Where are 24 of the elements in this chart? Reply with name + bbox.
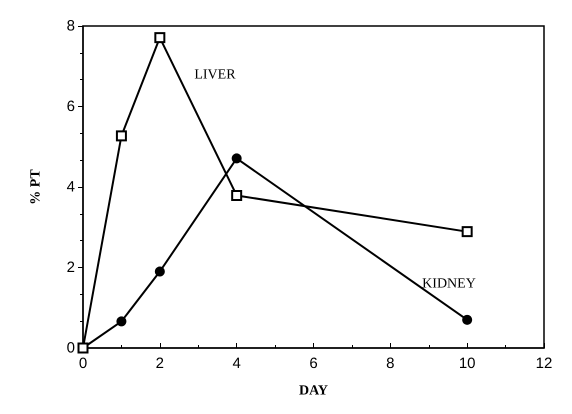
x-axis-title: DAY	[298, 384, 328, 398]
x-tick-label: 6	[309, 355, 318, 372]
point	[462, 314, 472, 325]
x-tick-label: 4	[232, 355, 241, 372]
y-tick-label: 0	[66, 340, 75, 356]
point	[462, 226, 473, 238]
y-tick-label: 6	[66, 98, 75, 115]
y-tick-label: 4	[66, 178, 75, 196]
series-label: LIVER	[194, 68, 236, 83]
x-tick-label: 10	[458, 355, 476, 372]
x-tick-label: 0	[78, 355, 88, 372]
y-tick-label: 8	[66, 18, 75, 34]
y-axis-title: % PT	[28, 168, 44, 205]
x-tick-label: 2	[156, 355, 164, 372]
point	[116, 316, 126, 326]
point	[154, 266, 165, 277]
x-tick-label: 8	[386, 355, 395, 372]
series-label: KIDNEY	[422, 276, 476, 292]
point	[154, 32, 166, 44]
y-tick-label: 2	[66, 259, 75, 276]
point	[116, 130, 127, 142]
point	[231, 190, 242, 201]
x-tick-label: 12	[536, 355, 552, 372]
point	[232, 153, 242, 164]
